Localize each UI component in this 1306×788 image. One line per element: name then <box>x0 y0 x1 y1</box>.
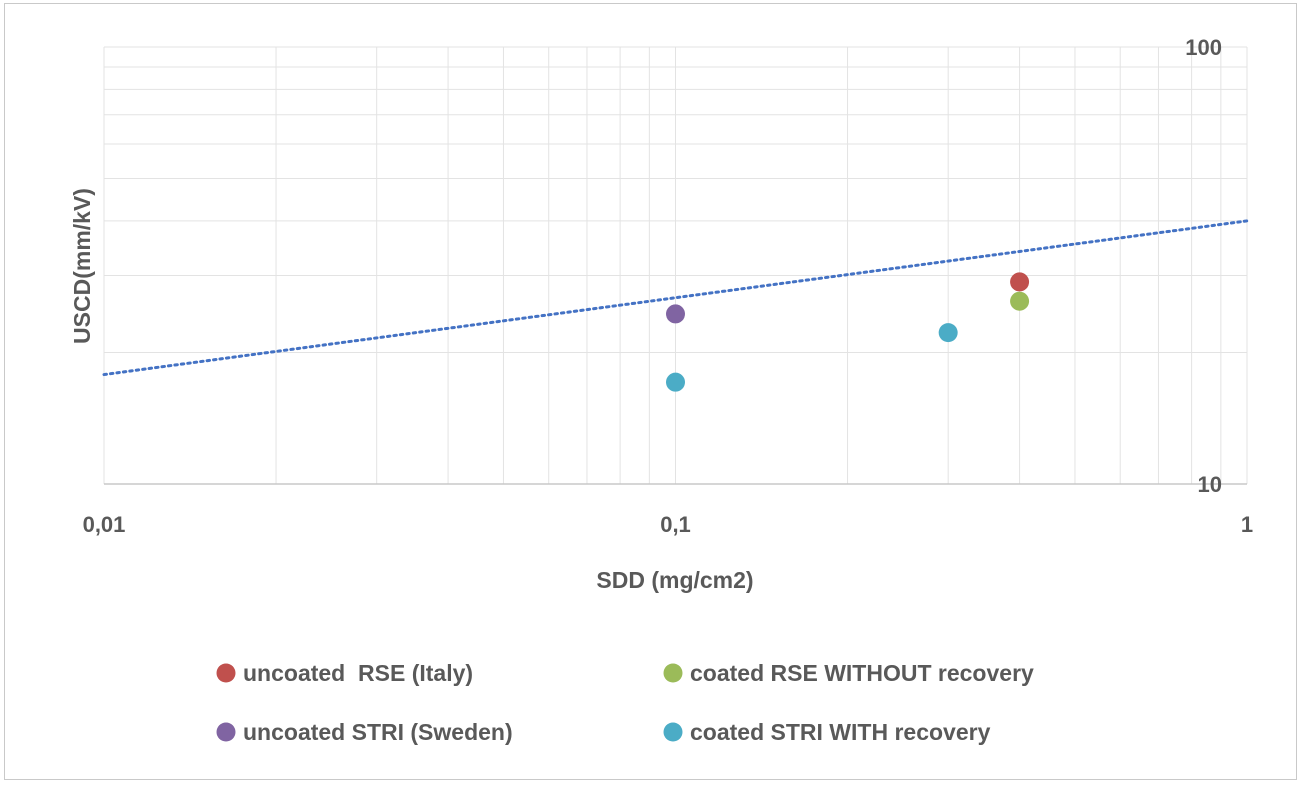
legend-label: coated RSE WITHOUT recovery <box>690 660 1034 686</box>
data-point-series-3 <box>666 304 685 324</box>
legend-item: uncoated STRI (Sweden) <box>216 719 513 745</box>
y-tick-label: 10 <box>1198 472 1222 497</box>
x-axis-label: SDD (mg/cm2) <box>596 567 753 593</box>
legend-item: uncoated RSE (Italy) <box>216 660 473 686</box>
x-tick-label: 0,1 <box>660 512 691 537</box>
x-tick-label: 1 <box>1241 512 1253 537</box>
legend-marker <box>216 663 236 683</box>
x-tick-label: 0,01 <box>83 512 126 537</box>
legend-marker <box>663 722 683 742</box>
legend: uncoated RSE (Italy) coated RSE WITHOUT r… <box>216 660 1034 745</box>
legend-label: coated STRI WITH recovery <box>690 719 991 745</box>
trendline <box>102 219 1249 377</box>
data-point-series-4 <box>666 372 685 392</box>
legend-marker <box>663 663 683 683</box>
data-point-series-1 <box>1010 272 1030 292</box>
data-point-series-2 <box>1010 291 1030 311</box>
legend-item: coated STRI WITH recovery <box>663 719 991 745</box>
gridlines <box>103 46 1248 485</box>
data-point-series-4 <box>938 323 958 343</box>
legend-item: coated RSE WITHOUT recovery <box>663 660 1034 686</box>
legend-marker <box>216 722 236 742</box>
data-points <box>666 272 1030 392</box>
y-tick-label: 100 <box>1185 35 1222 60</box>
chart-frame <box>4 3 1297 780</box>
legend-label: uncoated STRI (Sweden) <box>243 719 513 745</box>
trendline-group <box>102 219 1249 377</box>
y-axis-label: USCD(mm/kV) <box>69 188 95 344</box>
legend-label: uncoated RSE (Italy) <box>243 660 473 686</box>
tick-labels: 0,01 0,1 1 10 100 <box>83 35 1254 537</box>
